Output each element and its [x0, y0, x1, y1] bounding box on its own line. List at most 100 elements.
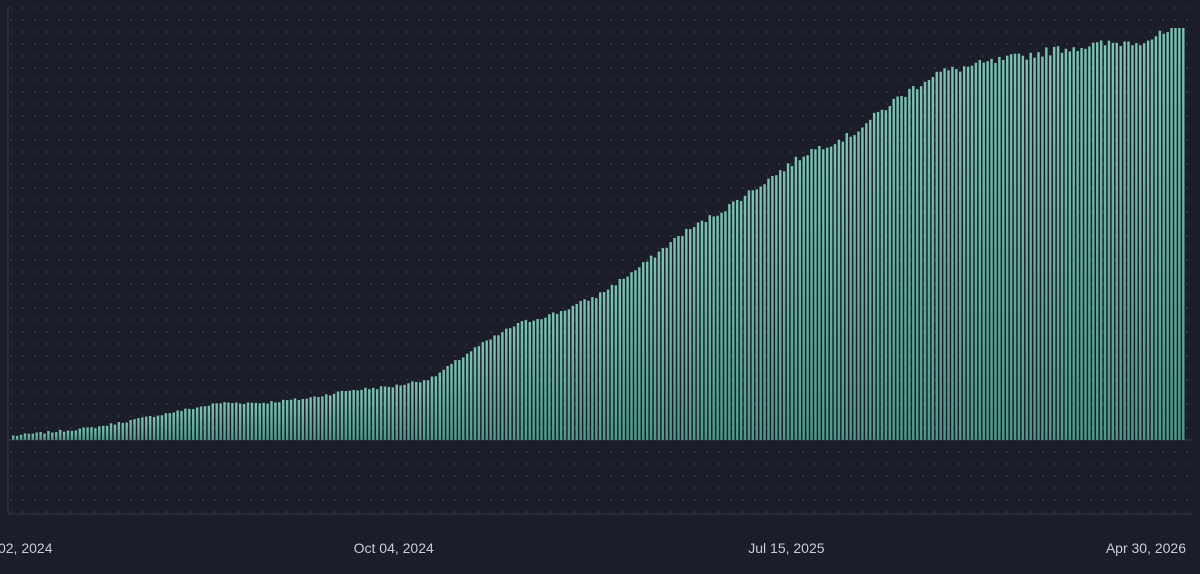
bar — [133, 419, 136, 440]
bar — [892, 98, 895, 440]
bar — [1154, 36, 1158, 440]
bar — [1045, 47, 1048, 440]
bar — [841, 141, 845, 440]
bar — [328, 395, 332, 440]
x-tick-label: Jan 02, 2024 — [0, 540, 53, 556]
bar — [462, 357, 465, 440]
bar — [563, 310, 567, 440]
bar — [442, 369, 445, 440]
bar — [1123, 41, 1126, 440]
bar — [751, 190, 755, 440]
bar — [1178, 28, 1181, 440]
bar — [665, 247, 668, 440]
bar — [532, 320, 535, 440]
bar — [794, 156, 798, 440]
bar — [775, 175, 778, 440]
bar — [1049, 55, 1052, 440]
bar — [982, 62, 985, 440]
bar — [915, 89, 919, 440]
bar — [98, 426, 101, 440]
bar — [677, 235, 680, 440]
bar — [321, 396, 324, 440]
bar — [1174, 28, 1177, 440]
bar — [1142, 43, 1146, 440]
bar — [540, 319, 543, 440]
bar — [477, 346, 481, 440]
bar — [630, 272, 633, 440]
bar — [818, 146, 821, 440]
bar — [935, 71, 938, 440]
bar — [1072, 47, 1075, 440]
bar — [704, 222, 708, 440]
bar — [313, 396, 316, 440]
bar — [254, 402, 258, 440]
bar — [1088, 46, 1091, 440]
bar — [528, 322, 531, 440]
bar — [1025, 59, 1028, 440]
bar — [955, 69, 958, 440]
bar — [1115, 42, 1118, 440]
bar — [109, 423, 113, 440]
bar — [782, 171, 786, 440]
bar — [1068, 51, 1072, 440]
bar — [634, 270, 637, 440]
bar — [379, 386, 383, 440]
bar — [94, 428, 97, 440]
bar — [1009, 54, 1013, 440]
bar — [728, 204, 731, 440]
bar — [289, 399, 293, 440]
bar — [51, 432, 54, 440]
bar — [317, 396, 320, 440]
bar — [242, 403, 246, 440]
bar — [1111, 42, 1115, 440]
bar — [481, 342, 485, 440]
bar — [305, 398, 308, 440]
bar — [446, 365, 449, 440]
bar — [395, 384, 398, 440]
bar — [1139, 45, 1142, 440]
bar — [833, 144, 837, 440]
bar — [829, 146, 833, 440]
bar — [1135, 43, 1138, 440]
bar — [606, 289, 610, 440]
bar — [184, 408, 187, 440]
bar — [802, 156, 805, 440]
bar — [825, 147, 829, 440]
bar — [148, 416, 152, 440]
bar — [653, 257, 657, 440]
x-axis-tick-labels: Jan 02, 2024 Oct 04, 2024 Jul 15, 2025 Apr … — [0, 540, 1186, 556]
bar — [923, 81, 927, 440]
bar — [102, 425, 105, 440]
bar — [978, 60, 982, 440]
bar — [931, 77, 935, 440]
bar — [1127, 41, 1130, 440]
bar — [415, 381, 418, 440]
bar — [771, 176, 774, 440]
bar — [587, 300, 590, 440]
bar — [1033, 57, 1036, 440]
bar — [489, 339, 492, 440]
bar — [1150, 39, 1154, 440]
bar — [853, 135, 856, 440]
bar — [168, 413, 171, 440]
bar — [250, 402, 254, 440]
bar — [113, 424, 117, 440]
bar — [685, 228, 688, 440]
bar — [638, 267, 641, 440]
bar — [512, 326, 516, 440]
bar — [1064, 48, 1068, 440]
bar — [403, 384, 406, 440]
bar — [55, 432, 58, 440]
bar — [1119, 46, 1122, 440]
bar — [559, 311, 563, 440]
bar — [391, 387, 395, 440]
bar — [649, 255, 653, 440]
bar — [160, 415, 164, 440]
bar — [505, 328, 508, 440]
bar — [227, 402, 230, 440]
bar — [837, 139, 841, 440]
bar — [575, 303, 578, 440]
bar — [422, 380, 426, 440]
bar — [125, 422, 128, 440]
bar — [493, 335, 496, 440]
